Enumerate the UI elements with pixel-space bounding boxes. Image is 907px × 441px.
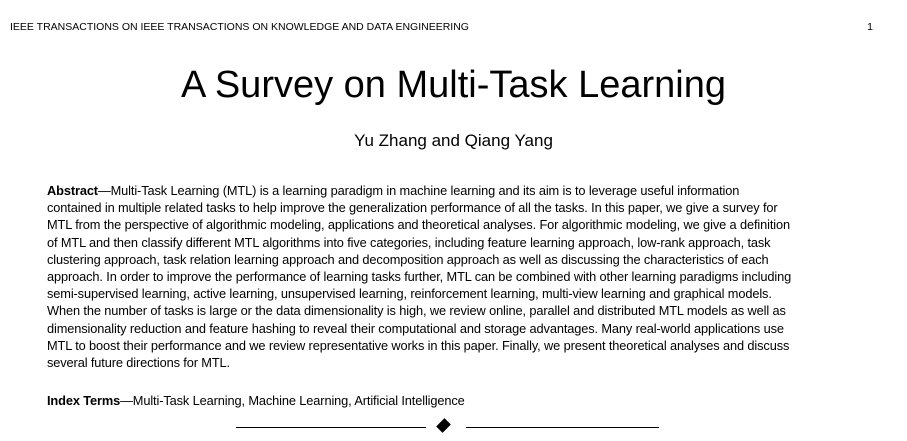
paper-title: A Survey on Multi-Task Learning xyxy=(181,64,726,106)
index-terms-label: Index Terms xyxy=(47,393,121,408)
abstract-line: of MTL and then classify different MTL a… xyxy=(47,234,771,250)
running-header: IEEE TRANSACTIONS ON IEEE TRANSACTIONS O… xyxy=(10,21,469,33)
abstract-line: MTL from the perspective of algorithmic … xyxy=(47,217,790,233)
abstract-line: semi-supervised learning, active learnin… xyxy=(47,286,772,302)
divider-right xyxy=(466,427,659,428)
abstract-line: clustering approach, task relation learn… xyxy=(47,251,769,267)
page-number: 1 xyxy=(867,21,873,33)
abstract-line: MTL to boost their performance and we re… xyxy=(47,337,790,353)
diamond-icon xyxy=(436,418,451,433)
abstract-line: dimensionality reduction and feature has… xyxy=(47,320,784,336)
index-terms-text: —Multi-Task Learning, Machine Learning, … xyxy=(120,393,465,408)
divider-left xyxy=(236,427,426,428)
abstract-label: Abstract xyxy=(47,183,98,198)
abstract-line: When the number of tasks is large or the… xyxy=(47,303,786,319)
index-terms: Index Terms—Multi-Task Learning, Machine… xyxy=(47,393,465,408)
authors: Yu Zhang and Qiang Yang xyxy=(354,131,553,150)
abstract-line: approach. In order to improve the perfor… xyxy=(47,269,792,285)
abstract: Abstract—Multi-Task Learning (MTL) is a … xyxy=(47,182,867,371)
abstract-line: Abstract—Multi-Task Learning (MTL) is a … xyxy=(47,182,867,199)
abstract-line: contained in multiple related tasks to h… xyxy=(47,200,778,216)
abstract-text: —Multi-Task Learning (MTL) is a learning… xyxy=(97,183,740,198)
abstract-line: several future directions for MTL. xyxy=(47,355,230,371)
